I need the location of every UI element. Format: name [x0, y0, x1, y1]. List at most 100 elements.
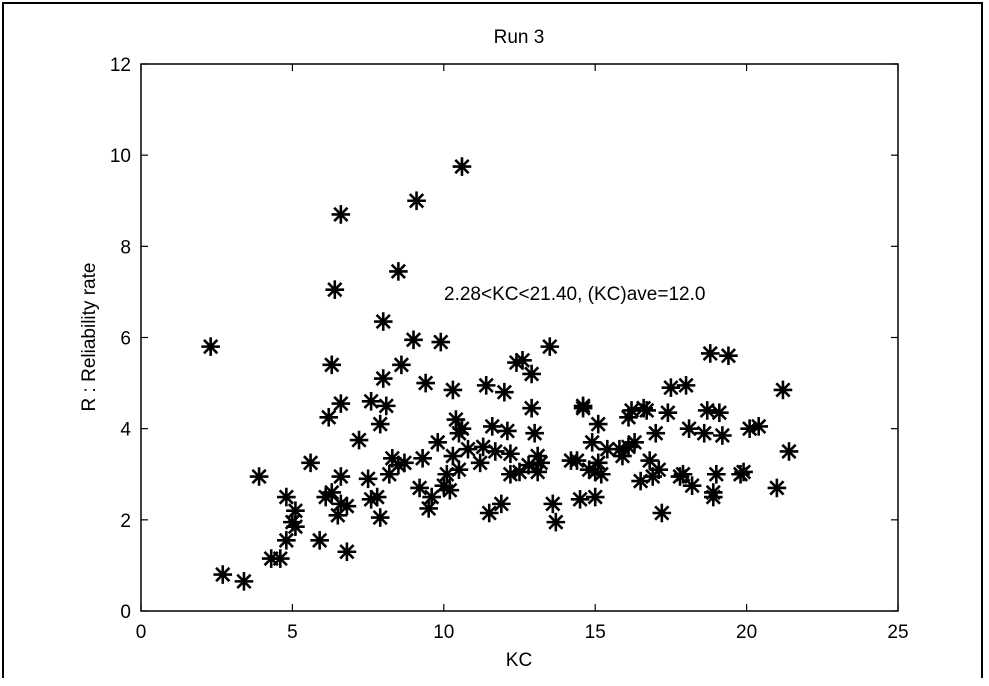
y-axis-label: R : Reliability rate	[79, 263, 100, 412]
data-point	[277, 487, 296, 507]
data-point	[546, 512, 566, 532]
y-tick-label: 12	[110, 55, 131, 76]
x-tick-label: 25	[887, 622, 908, 643]
x-tick-label: 5	[287, 622, 298, 643]
figure-frame-right-border	[981, 2, 983, 678]
data-point	[201, 337, 220, 356]
data-point	[452, 157, 472, 176]
data-point	[370, 414, 390, 434]
x-axis-label: KC	[506, 650, 532, 671]
data-point	[407, 191, 426, 211]
data-point	[301, 453, 320, 473]
data-point	[513, 350, 532, 370]
axis-ticks: 0 5 10 15 20 25 0 2 4 6 8 10 12	[110, 55, 909, 643]
data-point	[476, 376, 496, 395]
data-point	[449, 460, 469, 479]
data-point	[700, 344, 720, 363]
data-point	[498, 421, 517, 441]
data-point	[703, 483, 723, 502]
data-point	[485, 442, 505, 461]
data-point	[773, 380, 793, 400]
data-point	[567, 451, 587, 470]
data-point	[522, 364, 541, 384]
x-tick-label: 15	[585, 622, 606, 643]
data-point	[767, 478, 787, 498]
chart-annotation: 2.28<KC<21.40, (KC)ave=12.0	[444, 284, 705, 305]
x-tick-label: 20	[736, 622, 757, 643]
data-point	[337, 496, 357, 516]
data-point	[719, 346, 738, 366]
data-point	[392, 355, 411, 375]
data-point	[625, 433, 644, 452]
data-point	[573, 396, 593, 416]
data-point	[419, 499, 438, 518]
data-point	[588, 414, 608, 434]
data-point	[637, 401, 656, 420]
y-tick-label: 2	[120, 511, 131, 532]
plot-area	[140, 63, 899, 612]
data-point	[422, 487, 441, 507]
data-point	[543, 494, 563, 514]
chart-title: Run 3	[494, 27, 545, 48]
data-point	[501, 444, 520, 464]
data-point	[779, 442, 799, 461]
data-point	[413, 448, 432, 468]
data-point	[440, 480, 460, 500]
data-point	[658, 403, 678, 423]
data-point	[679, 419, 699, 438]
data-point	[452, 419, 472, 438]
data-point	[676, 376, 696, 395]
data-point	[373, 312, 393, 331]
data-point	[234, 572, 254, 591]
data-point	[322, 483, 342, 502]
data-point	[652, 503, 672, 523]
data-point	[358, 469, 378, 489]
data-point	[458, 439, 478, 459]
data-point	[277, 531, 296, 550]
data-point	[376, 396, 396, 416]
data-point	[286, 501, 305, 521]
data-point	[707, 464, 726, 484]
data-point	[361, 392, 381, 411]
data-point	[310, 531, 329, 550]
data-point	[337, 542, 357, 562]
y-tick-label: 6	[120, 329, 131, 350]
data-point	[331, 205, 351, 224]
data-point	[682, 476, 702, 495]
data-point	[404, 330, 423, 350]
data-point	[331, 467, 351, 486]
data-point	[710, 403, 729, 423]
data-point	[640, 451, 660, 470]
data-point	[713, 426, 732, 445]
data-point	[540, 337, 560, 356]
data-point	[349, 430, 369, 450]
x-tick-label: 0	[136, 622, 147, 643]
data-point	[370, 508, 390, 527]
data-point	[622, 401, 641, 420]
data-point	[734, 462, 753, 482]
data-point	[661, 378, 681, 397]
data-point	[673, 464, 693, 484]
data-point	[431, 332, 451, 352]
data-point	[598, 439, 617, 459]
data-point	[331, 394, 351, 413]
data-point	[482, 417, 502, 436]
figure-frame	[2, 2, 981, 678]
data-point	[416, 373, 435, 393]
data-point	[613, 446, 632, 466]
x-tick-label: 10	[433, 622, 454, 643]
data-point	[525, 423, 544, 443]
data-point	[588, 453, 608, 473]
data-point	[389, 262, 408, 281]
data-point	[479, 503, 499, 523]
data-point	[367, 487, 387, 507]
y-tick-label: 0	[120, 602, 131, 623]
data-point	[646, 423, 666, 443]
data-point	[270, 549, 290, 568]
data-point	[570, 490, 590, 509]
data-point	[437, 464, 457, 484]
data-point	[325, 280, 345, 299]
data-point	[213, 565, 233, 584]
data-point	[443, 446, 463, 466]
